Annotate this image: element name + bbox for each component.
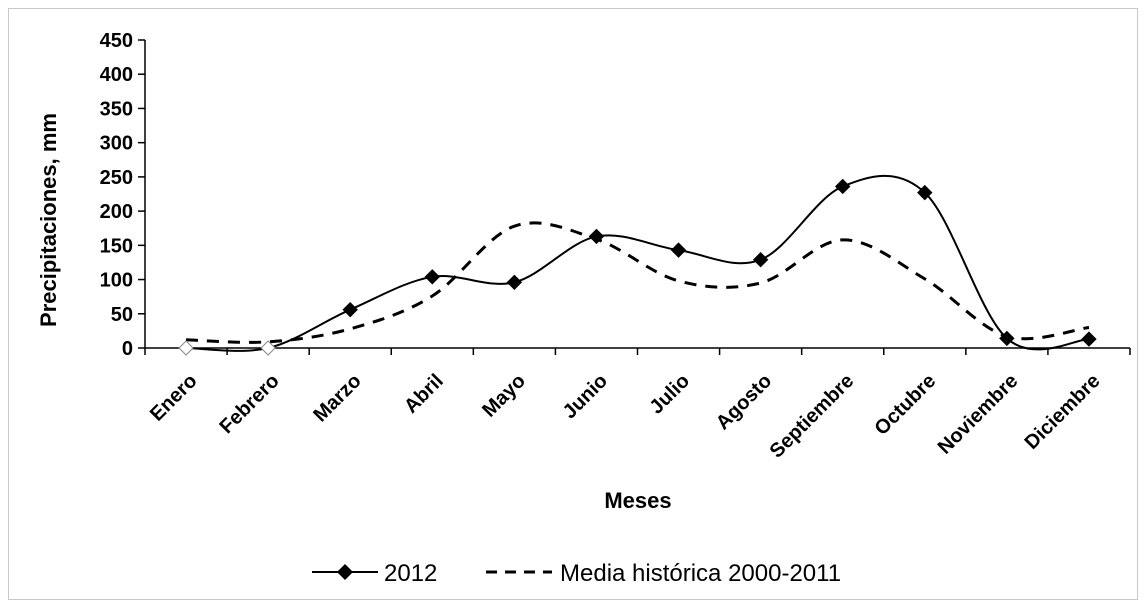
x-tick-label: Abril <box>400 370 448 418</box>
data-point-marker <box>835 178 851 195</box>
x-tick-label: Julio <box>646 370 695 419</box>
series-lines <box>186 174 1090 352</box>
y-tick-label: 50 <box>111 304 133 326</box>
y-tick-label: 150 <box>100 235 133 257</box>
y-axis: 0 50 100 150 200 250 300 350 400 450 <box>100 30 146 360</box>
x-tick-label: Junio <box>559 370 612 423</box>
y-tick-label: 450 <box>100 30 133 52</box>
y-tick-label: 0 <box>122 338 133 360</box>
legend-marker-2012 <box>337 564 353 580</box>
legend-label-media: Media histórica 2000-2011 <box>560 560 841 587</box>
legend-label-2012: 2012 <box>384 560 437 587</box>
x-tick-label: Septiembre <box>766 370 859 463</box>
x-tick-label: Mayo <box>478 370 530 422</box>
y-tick-label: 300 <box>100 133 133 155</box>
data-point-marker <box>752 251 769 268</box>
y-tick-label: 350 <box>100 98 133 120</box>
series-markers <box>178 178 1097 356</box>
x-tick-label: Marzo <box>309 370 365 426</box>
x-tick-label: Agosto <box>712 370 776 434</box>
x-tick-label: Octubre <box>871 370 941 440</box>
data-point-marker <box>917 184 933 201</box>
y-tick-label: 400 <box>100 64 133 86</box>
y-axis-title: Precipitaciones, mm <box>36 113 61 327</box>
data-point-marker <box>506 274 523 291</box>
x-tick-label: Noviembre <box>934 370 1023 459</box>
x-axis-title: Meses <box>604 488 671 513</box>
series-line-1 <box>186 221 1090 344</box>
x-tick-label: Febrero <box>215 370 283 438</box>
data-point-marker <box>1081 331 1097 347</box>
data-point-marker <box>670 242 687 258</box>
y-tick-label: 100 <box>100 270 133 292</box>
data-point-marker <box>588 228 605 245</box>
x-axis: Enero Febrero Marzo Abril Mayo Junio Julio Agos… <box>144 347 1131 463</box>
y-tick-label: 250 <box>100 167 133 189</box>
y-tick-label: 200 <box>100 201 133 223</box>
data-point-marker <box>260 340 276 356</box>
series-line-0 <box>186 174 1090 352</box>
data-point-marker <box>178 340 194 356</box>
x-tick-label: Enero <box>146 370 202 426</box>
chart-frame <box>8 8 1138 600</box>
data-point-marker <box>342 301 358 318</box>
data-point-marker <box>424 269 440 285</box>
x-tick-label: Diciembre <box>1021 370 1105 454</box>
legend: 2012 Media histórica 2000-2011 <box>312 560 841 587</box>
data-point-marker <box>999 330 1015 347</box>
